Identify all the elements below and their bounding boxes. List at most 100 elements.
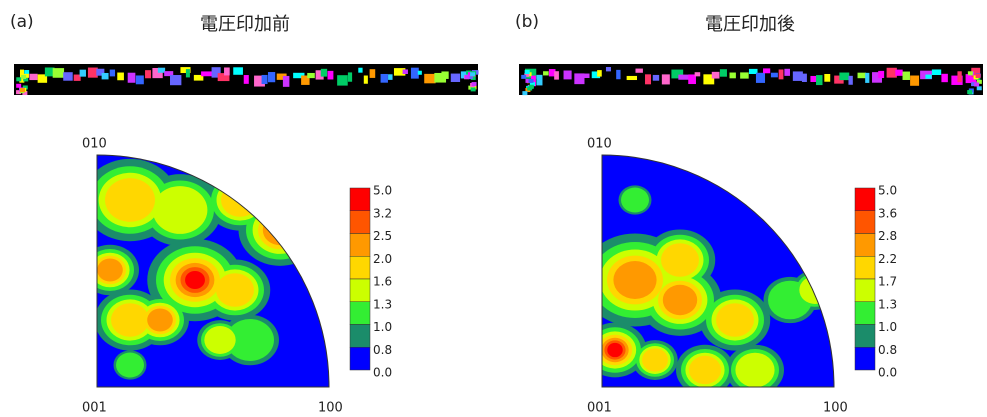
grain: [784, 69, 790, 76]
grain: [543, 71, 549, 75]
contour-region: [661, 243, 699, 277]
legend-label: 3.2: [373, 206, 392, 220]
grain: [16, 77, 21, 81]
contour-region: [111, 303, 149, 337]
grain: [29, 74, 37, 80]
grain: [388, 74, 392, 80]
panel-title: 電圧印加後: [705, 14, 795, 35]
grain: [521, 75, 526, 79]
corner-label: 010: [587, 137, 612, 152]
grain: [878, 71, 884, 78]
grain: [21, 75, 26, 79]
contour-region: [642, 348, 668, 371]
grain: [470, 72, 475, 76]
grain: [424, 74, 435, 83]
grain: [635, 69, 642, 73]
legend-label: 2.2: [878, 252, 897, 266]
contour-region: [105, 178, 155, 222]
legend-swatch: [350, 302, 370, 325]
contour-region: [153, 186, 208, 234]
grain: [268, 72, 275, 82]
grain: [186, 69, 190, 77]
grain: [364, 76, 368, 84]
contour-region: [204, 326, 235, 354]
contour-region: [607, 343, 622, 357]
grain: [597, 70, 602, 76]
grain: [244, 75, 249, 84]
legend-swatch: [350, 188, 370, 211]
grain: [145, 70, 151, 78]
grain: [824, 74, 830, 82]
grain: [554, 71, 559, 79]
legend-label: 2.0: [373, 252, 392, 266]
grain: [451, 74, 460, 82]
grain: [895, 70, 902, 76]
grain: [224, 67, 230, 75]
grain: [653, 75, 659, 81]
grain: [381, 74, 388, 83]
grain: [967, 90, 972, 94]
grain: [102, 73, 109, 79]
legend-label: 1.6: [373, 275, 392, 289]
grain: [645, 74, 651, 84]
grain: [793, 71, 803, 80]
grain: [170, 75, 181, 85]
legend-swatch: [855, 211, 875, 234]
grain: [678, 75, 689, 80]
legend-swatch: [350, 256, 370, 279]
legend-swatch: [855, 325, 875, 348]
grain: [763, 68, 770, 73]
corner-label: 100: [823, 401, 848, 416]
legend-label: 1.0: [878, 320, 897, 334]
grain: [941, 74, 947, 82]
legend-swatch: [855, 279, 875, 302]
grain: [802, 74, 807, 82]
contour-region: [689, 356, 721, 384]
grain: [848, 76, 852, 85]
legend: 5.03.62.82.21.71.31.00.80.0: [855, 184, 897, 380]
legend-label: 2.5: [373, 229, 392, 243]
panel-label: (b): [515, 12, 539, 32]
grain: [233, 67, 243, 74]
legend-label: 3.6: [878, 206, 897, 220]
legend-label: 5.0: [373, 184, 392, 198]
grain: [627, 76, 637, 80]
grain: [128, 73, 136, 83]
grain: [321, 69, 327, 77]
pole-figure: [81, 150, 340, 390]
contour-region: [663, 285, 697, 315]
grain: [201, 71, 212, 76]
grain: [662, 74, 670, 84]
grain: [20, 88, 25, 92]
contour-region: [185, 271, 205, 289]
grain: [136, 75, 144, 84]
grain: [771, 73, 778, 78]
corner-label: 001: [82, 401, 107, 416]
legend-label: 0.8: [878, 343, 897, 357]
grain: [16, 84, 21, 88]
legend-label: 1.0: [373, 320, 392, 334]
grain: [564, 70, 572, 79]
contour-region: [116, 353, 144, 378]
grain: [695, 72, 701, 76]
grain: [262, 75, 268, 84]
corner-label: 001: [587, 401, 612, 416]
grain: [606, 67, 611, 71]
legend-label: 2.8: [878, 229, 897, 243]
grain: [465, 75, 470, 79]
contour-region: [287, 188, 313, 211]
legend-swatch: [350, 347, 370, 370]
grain: [328, 71, 334, 80]
legend-label: 5.0: [878, 184, 897, 198]
grain: [472, 82, 477, 86]
contour-region: [289, 190, 310, 209]
contour-region: [716, 303, 754, 337]
contour-region: [97, 259, 123, 282]
grain: [932, 69, 941, 75]
grain: [53, 68, 64, 78]
grain: [756, 73, 765, 83]
grain: [110, 70, 115, 77]
grain: [730, 73, 736, 79]
panel: (b)電圧印加後0100011005.03.62.82.21.71.31.00.…: [515, 12, 983, 416]
grain: [471, 87, 476, 91]
